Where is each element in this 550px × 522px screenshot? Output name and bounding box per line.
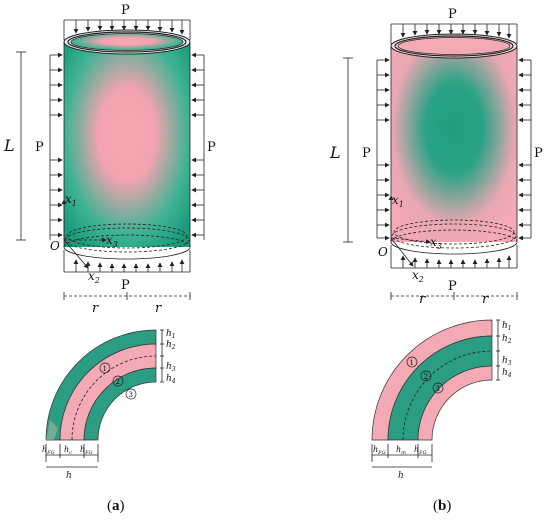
radius-label-left: r <box>92 301 99 316</box>
axis-x1-label: x1 <box>392 193 404 209</box>
axis-x2-label: x2 <box>412 268 424 284</box>
layer-number-2: 2 <box>424 373 428 381</box>
left-load-arrows <box>49 52 63 240</box>
origin-label: O <box>50 239 60 253</box>
layer-number-1: 1 <box>103 365 107 373</box>
left-load-arrows <box>376 57 390 241</box>
layer-number-1: 1 <box>410 359 414 367</box>
panel-b: P P P P L O x1 x3 x2 r r 1 2 3 <box>329 7 543 514</box>
h1-label: h1 <box>502 321 512 332</box>
cylinder-body <box>64 42 190 247</box>
axis-x1-label: x1 <box>65 192 77 208</box>
thickness-fg-right: hFG <box>414 445 427 456</box>
h2-label: h2 <box>166 340 176 351</box>
load-label-right: P <box>534 146 543 161</box>
radius-label-right: r <box>155 301 162 316</box>
axis-x2-label: x2 <box>88 269 100 285</box>
load-label-right: P <box>207 140 216 155</box>
bottom-load-arrows <box>63 250 191 273</box>
load-label-left: P <box>362 146 371 161</box>
thickness-fg-left: hFG <box>373 445 386 456</box>
load-label-left: P <box>35 140 44 155</box>
right-load-arrows <box>191 52 205 240</box>
h2-label: h2 <box>502 334 512 345</box>
top-load-arrows <box>63 19 191 40</box>
radius-label-right: r <box>482 292 489 307</box>
h3-label: h3 <box>166 362 176 373</box>
bottom-load-arrows <box>390 245 518 269</box>
cross-section-a: 1 2 3 h1 h2 h3 h4 hFG hc hFG h <box>42 329 176 481</box>
axis-x3-label: x3 <box>106 233 118 249</box>
radius-label-left: r <box>419 292 426 307</box>
caption-a: (a) <box>107 498 125 514</box>
load-label-bottom: P <box>448 279 457 294</box>
cross-section-b: 1 2 3 h1 h2 h3 h4 hFG hm hFG h <box>371 319 512 481</box>
caption-b: (b) <box>433 498 451 514</box>
panel-a: P P P P L O x1 x3 x2 r r <box>3 3 216 514</box>
axis-x3-label: x3 <box>430 235 442 251</box>
total-thickness-label: h <box>398 471 404 481</box>
h4-label: h4 <box>502 368 512 379</box>
thickness-fg-left: hFG <box>42 445 55 456</box>
thickness-fg-right: hFG <box>80 445 93 456</box>
origin-label: O <box>378 245 388 259</box>
h3-label: h3 <box>502 356 512 367</box>
load-label-bottom: P <box>121 278 130 293</box>
layer-number-2: 2 <box>116 378 120 386</box>
h4-label: h4 <box>166 374 176 385</box>
layer-number-3: 3 <box>129 391 133 399</box>
cylinder-body <box>391 46 517 242</box>
length-label: L <box>3 136 15 155</box>
load-label-top: P <box>448 7 457 22</box>
h1-label: h1 <box>166 329 176 340</box>
layer-number-3: 3 <box>436 385 440 393</box>
length-label: L <box>329 143 341 162</box>
thickness-core: hm <box>396 445 406 456</box>
total-thickness-label: h <box>66 471 72 481</box>
load-label-top: P <box>121 3 130 18</box>
top-load-arrows <box>390 23 518 44</box>
thickness-core: hc <box>64 445 72 456</box>
right-load-arrows <box>518 57 532 241</box>
